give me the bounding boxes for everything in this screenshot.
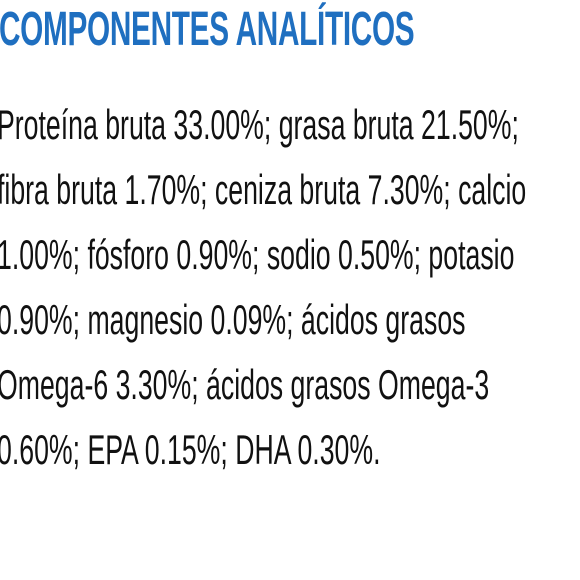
analytic-text: Proteína bruta 33.00%; grasa bruta 21.50…: [0, 92, 580, 482]
text-line: fibra bruta 1.70%; ceniza bruta 7.30%; c…: [0, 166, 527, 213]
text-line: Omega-6 3.30%; ácidos grasos Omega-3: [0, 361, 490, 408]
text-line: 0.60%; EPA 0.15%; DHA 0.30%.: [0, 426, 381, 473]
text-line: 0.90%; magnesio 0.09%; ácidos grasos: [0, 296, 466, 343]
heading: COMPONENTES ANALÍTICOS: [0, 3, 415, 56]
text-line: 1.00%; fósforo 0.90%; sodio 0.50%; potas…: [0, 231, 515, 278]
text-line: Proteína bruta 33.00%; grasa bruta 21.50…: [0, 101, 519, 148]
